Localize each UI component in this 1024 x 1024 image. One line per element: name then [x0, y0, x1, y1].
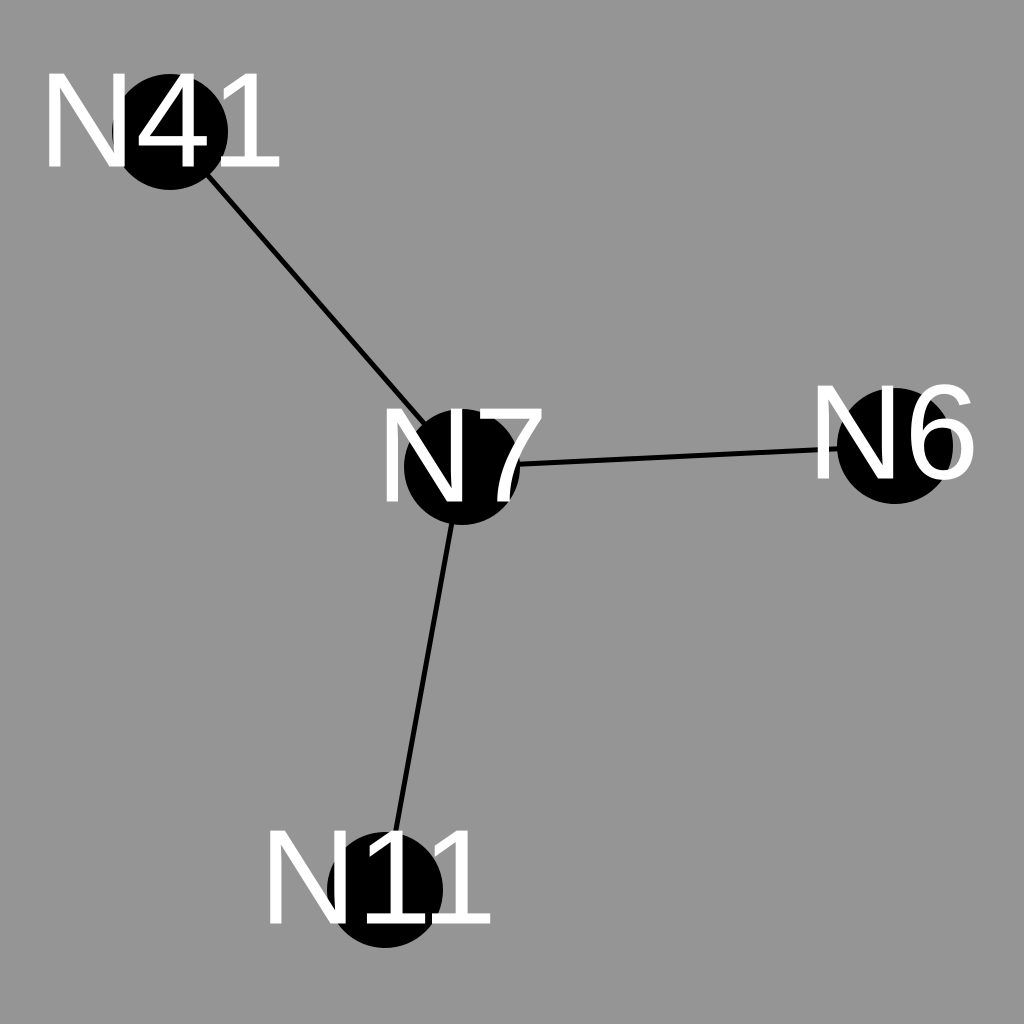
node-n41-label: N41: [38, 45, 286, 196]
node-n6[interactable]: N6: [807, 357, 980, 508]
edges-layer: [167, 129, 898, 893]
edge-n41-n7: [167, 129, 465, 470]
node-n11-label: N11: [259, 802, 497, 953]
node-n7-circle: [404, 409, 520, 525]
node-n41[interactable]: N41: [38, 45, 286, 196]
node-n7[interactable]: N7: [376, 380, 549, 531]
edge-n7-n11: [382, 464, 465, 893]
node-n6-label: N6: [807, 357, 980, 508]
node-n11-circle: [327, 832, 443, 948]
node-n6-circle: [837, 388, 953, 504]
node-n7-label: N7: [376, 380, 549, 531]
node-n41-circle: [112, 74, 228, 190]
nodes-layer: N41 N7 N6 N11: [38, 45, 979, 953]
edge-n7-n6: [459, 443, 898, 470]
node-n11[interactable]: N11: [259, 802, 497, 953]
